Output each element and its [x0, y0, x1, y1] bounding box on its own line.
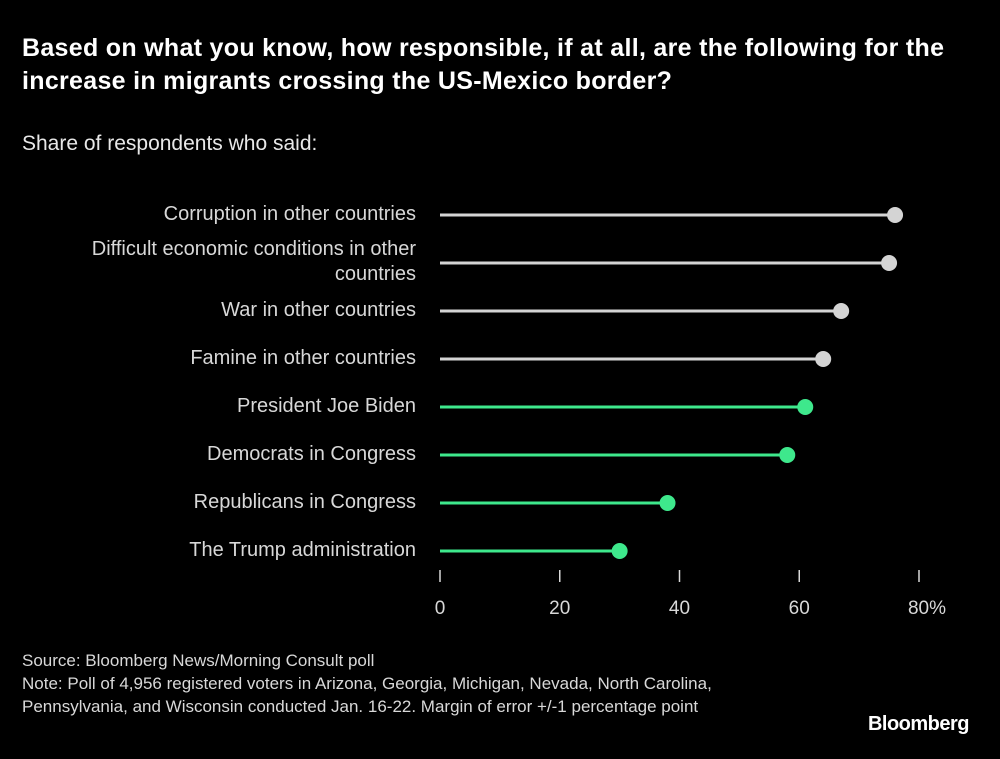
chart-title: Based on what you know, how responsible,… — [22, 34, 945, 95]
chart-subtitle: Share of respondents who said: — [22, 132, 318, 155]
x-tick-label: 80% — [907, 598, 947, 619]
dot — [779, 447, 796, 463]
x-tick-label: 40 — [668, 598, 691, 619]
y-tick-label: President Joe Biden — [236, 394, 416, 417]
y-tick-label: The Trump administration — [189, 538, 416, 561]
note: Note: Poll of 4,956 registered voters in… — [22, 674, 712, 716]
dot — [659, 495, 676, 511]
dot — [815, 351, 832, 367]
y-tick-label: Difficult economic conditions in other c… — [91, 238, 416, 285]
y-tick-label: Democrats in Congress — [207, 442, 416, 465]
x-tick-label: 60 — [788, 598, 810, 619]
dot — [881, 255, 898, 271]
x-tick-label: 0 — [434, 598, 446, 619]
y-tick-label: Republicans in Congress — [193, 490, 416, 513]
y-tick-label: Corruption in other countries — [163, 202, 416, 225]
dot — [611, 543, 628, 559]
dot — [833, 303, 850, 319]
y-tick-label: War in other countries — [221, 298, 416, 321]
dot — [887, 207, 904, 223]
x-tick-label: 20 — [549, 598, 571, 619]
logo: Bloomberg — [867, 713, 970, 735]
dot — [797, 399, 814, 415]
source: Source: Bloomberg News/Morning Consult p… — [22, 651, 375, 670]
y-tick-label: Famine in other countries — [190, 346, 416, 369]
